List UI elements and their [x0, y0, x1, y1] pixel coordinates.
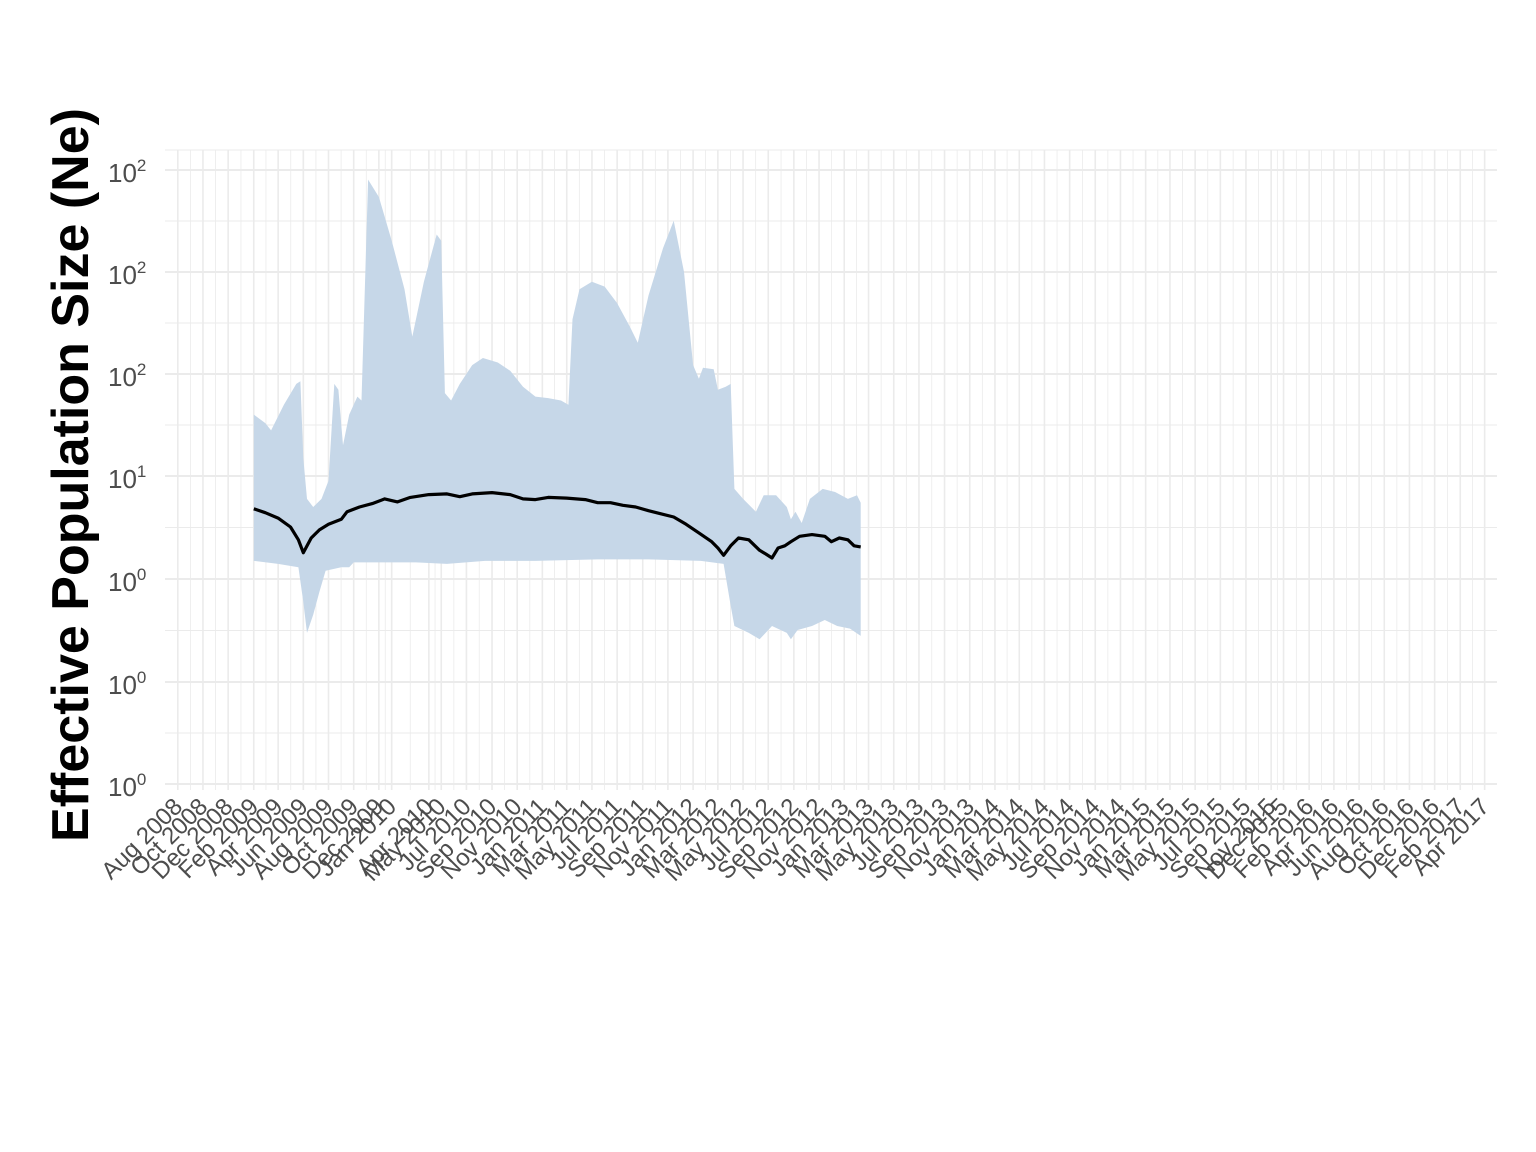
y-tick-label: 100 — [108, 668, 146, 700]
y-tick-label: 102 — [108, 258, 146, 290]
median-line — [253, 491, 861, 560]
y-tick-label: 101 — [108, 462, 146, 494]
y-tick-label: 102 — [108, 156, 146, 188]
y-tick-labels: 102 102 102 101 100 100 100 — [108, 156, 146, 802]
confidence-ribbon — [253, 179, 861, 640]
y-tick-label: 100 — [108, 565, 146, 597]
y-tick-label: 102 — [108, 360, 146, 392]
y-axis-title: Effective Population Size (Ne) — [42, 108, 100, 842]
y-tick-label: 100 — [108, 770, 146, 802]
